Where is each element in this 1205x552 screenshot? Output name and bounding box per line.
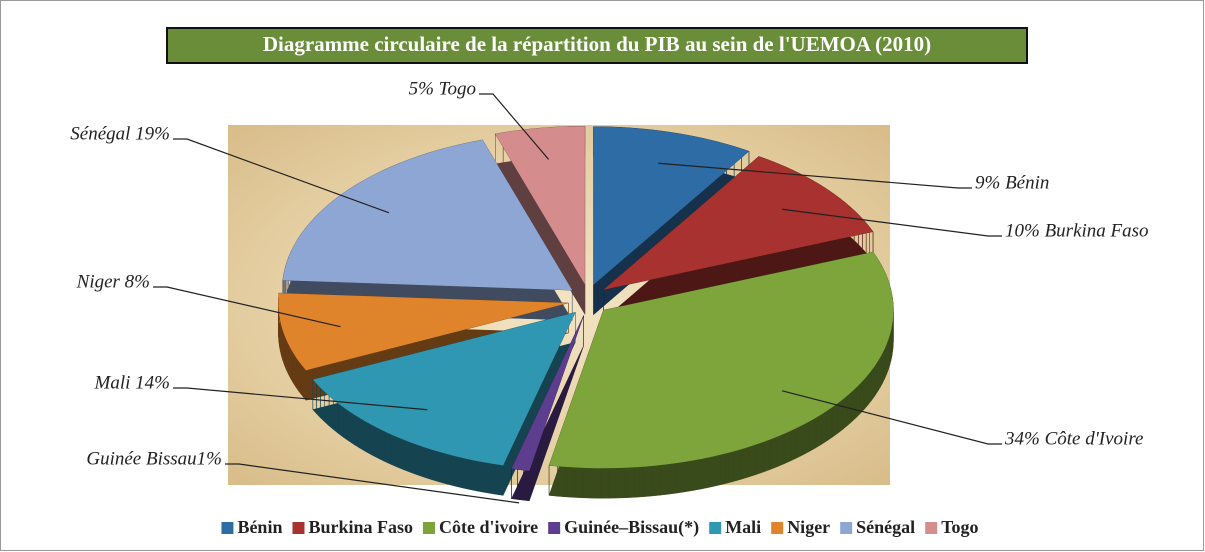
legend-swatch	[548, 522, 561, 534]
data-label: 34% Côte d'Ivoire	[1004, 428, 1143, 449]
leader-line	[782, 208, 1002, 237]
slice	[312, 312, 576, 466]
data-label: 10% Burkina Faso	[1005, 220, 1149, 241]
title-box	[166, 27, 1028, 64]
leader-line	[782, 390, 1002, 445]
leader-line	[153, 286, 341, 328]
legend-swatch	[771, 522, 784, 534]
legend-label: Niger	[787, 517, 830, 537]
legend-label: Sénégal	[856, 517, 915, 537]
chart-title: Diagramme circulaire de la répartition d…	[263, 32, 931, 56]
slice	[603, 156, 874, 290]
data-label: 5% Togo	[409, 78, 476, 99]
slice	[549, 252, 894, 469]
legend-label: Guinée–Bissau(*)	[564, 517, 699, 538]
legend-swatch	[292, 522, 305, 534]
legend-label: Burkina Faso	[308, 517, 413, 537]
slice	[278, 293, 569, 371]
data-label: Guinée Bissau1%	[86, 448, 222, 469]
legend-label: Togo	[941, 517, 978, 537]
slice	[282, 139, 573, 291]
leader-line	[173, 387, 428, 411]
data-label: Sénégal 19%	[70, 123, 170, 144]
legend-swatch	[423, 522, 436, 534]
leader-line	[225, 463, 520, 504]
data-label: Mali 14%	[94, 372, 170, 393]
leader-line	[479, 93, 550, 160]
slice	[495, 126, 585, 285]
legend-swatch	[840, 522, 853, 534]
data-label: Niger 8%	[76, 271, 150, 292]
leader-line	[658, 162, 972, 189]
legend-swatch	[709, 522, 722, 534]
legend-label: Mali	[725, 517, 761, 537]
legend-label: Côte d'ivoire	[439, 517, 538, 537]
slice	[511, 315, 584, 471]
leader-line	[173, 138, 390, 214]
data-label: 9% Bénin	[975, 172, 1049, 193]
legend-label: Bénin	[237, 517, 282, 537]
slice	[593, 126, 749, 285]
legend-swatch	[221, 522, 234, 534]
legend-swatch	[925, 522, 938, 534]
